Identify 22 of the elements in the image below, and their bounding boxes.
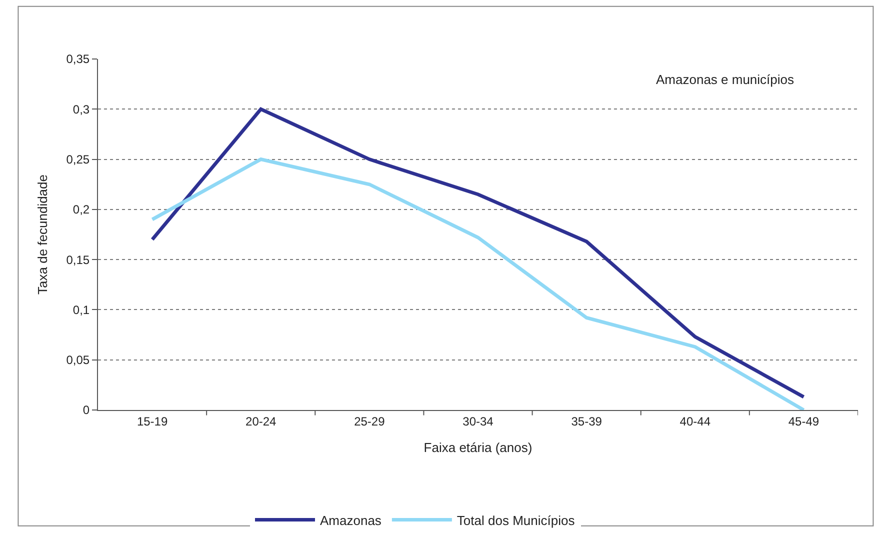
- x-tick-label: 30-34: [462, 414, 494, 428]
- y-tick-label: 0,3: [72, 102, 90, 116]
- y-tick-label: 0,15: [66, 252, 90, 267]
- y-tick-label: 0: [82, 403, 90, 418]
- y-axis-title: Taxa de fecundidade: [35, 174, 50, 294]
- y-tick-label: 0,2: [72, 202, 90, 217]
- x-tick-label: 25-29: [354, 414, 386, 428]
- annotation: Amazonas e municípios: [656, 72, 795, 87]
- x-tick-label: 20-24: [246, 414, 277, 428]
- y-tick-label: 0,35: [66, 52, 90, 66]
- y-tick-label: 0,25: [66, 152, 90, 166]
- x-axis-title: Faixa etária (anos): [424, 440, 532, 455]
- y-tick-label: 0,1: [72, 302, 90, 317]
- x-tick-label: 40-44: [680, 414, 711, 428]
- legend-label: Amazonas: [320, 512, 382, 528]
- line-series: [150, 107, 806, 399]
- y-tick-label: 0,05: [66, 353, 90, 368]
- x-tick-label: 45-49: [788, 414, 820, 428]
- x-tick-label: 15-19: [136, 414, 168, 428]
- x-tick-label: 35-39: [571, 414, 602, 428]
- legend-label: Total dos Municípios: [456, 512, 576, 528]
- line-series: [150, 158, 806, 410]
